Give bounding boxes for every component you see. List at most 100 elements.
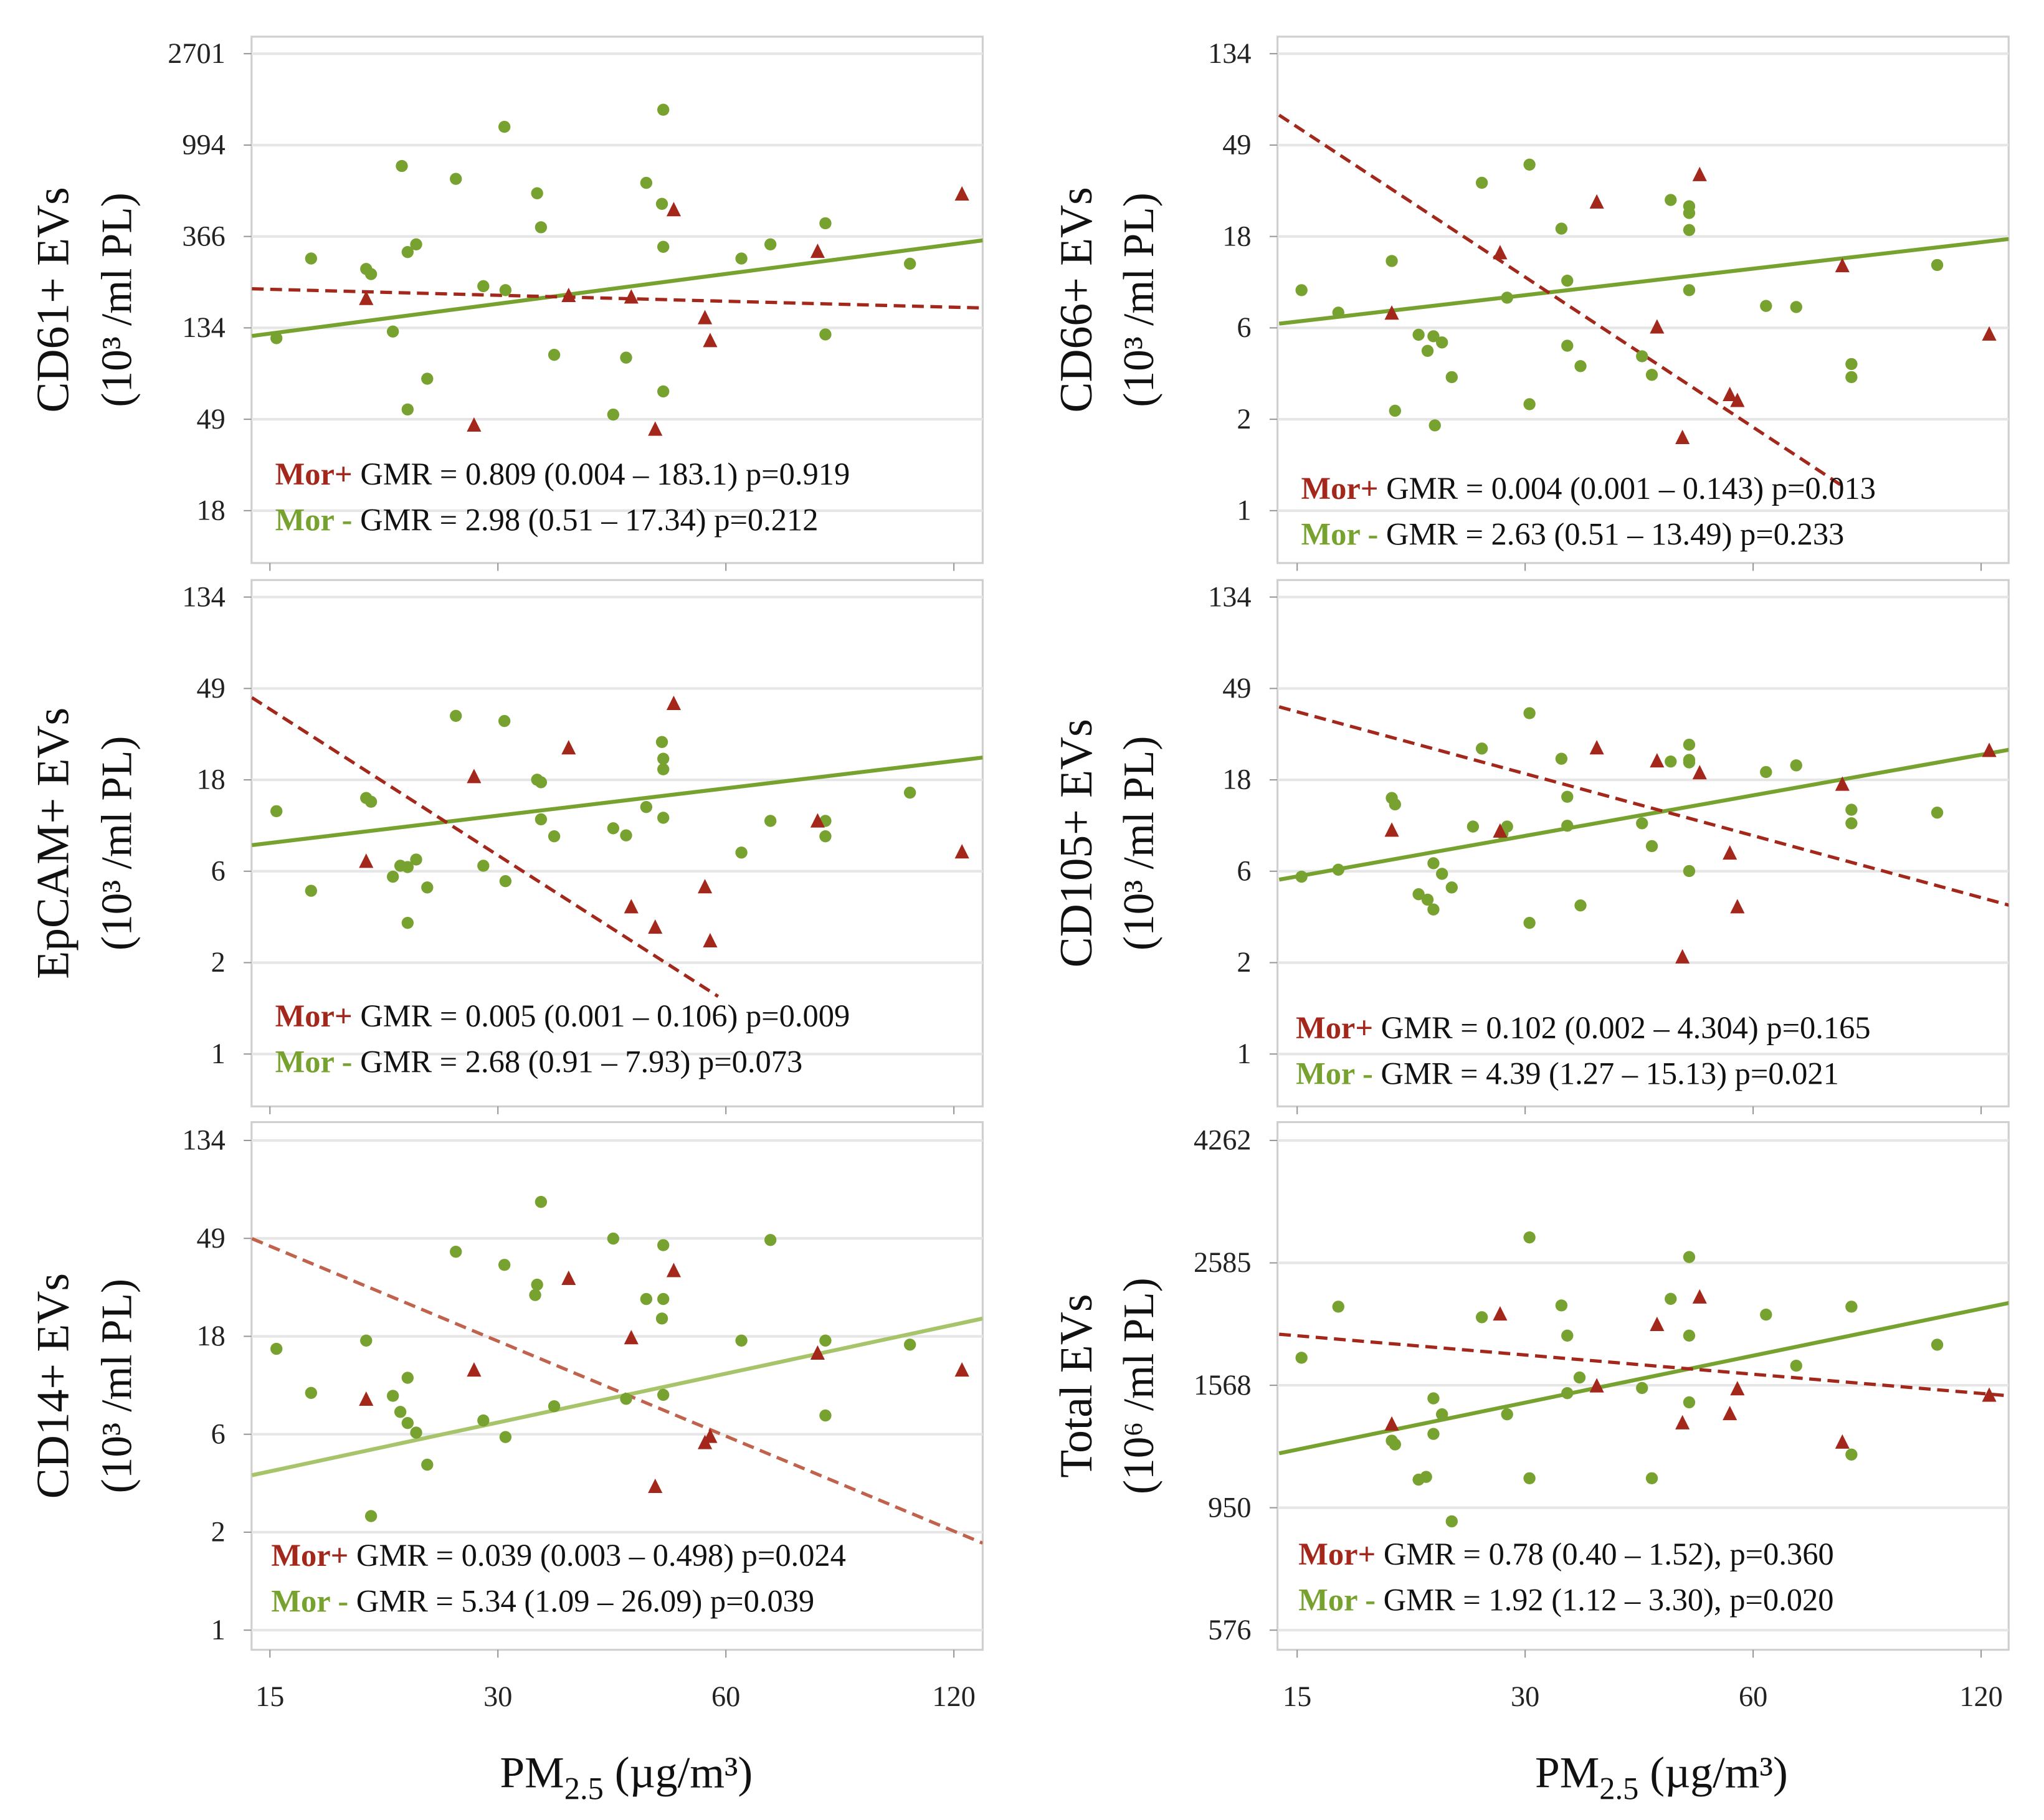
data-point-mor-neg bbox=[305, 252, 318, 265]
stats-mor-neg: GMR = 4.39 (1.27 – 15.13) p=0.021 bbox=[1381, 1056, 1838, 1091]
data-point-mor-pos bbox=[1384, 305, 1399, 320]
data-point-mor-neg bbox=[498, 714, 511, 728]
data-point-mor-pos bbox=[810, 813, 825, 828]
y-tick-label: 2 bbox=[1237, 404, 1251, 435]
data-point-mor-neg bbox=[607, 1232, 620, 1245]
data-point-mor-neg bbox=[1845, 358, 1858, 371]
x-tick-label: 120 bbox=[1959, 1681, 2002, 1713]
panel-cd14-evs: 134 49 18 6 2 1 15 30 60 120 CD14+ EVs (10³ /ml PL)… bbox=[27, 1121, 984, 1713]
y-tick-label: 2 bbox=[1237, 947, 1251, 979]
stats-mor-pos: GMR = 0.102 (0.002 – 4.304) p=0.165 bbox=[1381, 1010, 1871, 1045]
data-point-mor-neg bbox=[410, 1426, 422, 1439]
data-point-mor-neg bbox=[421, 1458, 434, 1471]
y-tick-label: 49 bbox=[196, 404, 225, 435]
data-point-mor-neg bbox=[386, 325, 399, 338]
data-point-mor-neg bbox=[657, 1292, 670, 1306]
fit-line-mor-neg bbox=[1278, 1301, 2009, 1456]
y-tick-label: 134 bbox=[1208, 38, 1251, 70]
data-point-mor-neg bbox=[655, 736, 668, 748]
data-point-mor-pos bbox=[648, 421, 663, 436]
data-point-mor-neg bbox=[819, 328, 832, 341]
plot-frame bbox=[1276, 579, 2010, 1107]
data-point-mor-neg bbox=[1475, 176, 1488, 189]
data-point-mor-pos bbox=[1493, 823, 1508, 838]
data-point-mor-pos bbox=[810, 1345, 825, 1360]
annotation-mor-neg: Mor - GMR = 4.39 (1.27 – 15.13) p=0.021 bbox=[1296, 1056, 1839, 1091]
data-point-mor-neg bbox=[305, 1386, 318, 1399]
plot-area bbox=[251, 103, 983, 436]
plot-area bbox=[251, 695, 983, 998]
annotation-mor-neg: Mor - GMR = 2.68 (0.91 – 7.93) p=0.073 bbox=[275, 1045, 803, 1079]
data-point-mor-neg bbox=[1636, 1382, 1648, 1395]
data-point-mor-neg bbox=[548, 830, 561, 843]
data-point-mor-neg bbox=[1845, 1301, 1858, 1313]
data-point-mor-neg bbox=[1683, 224, 1696, 237]
y-tick-label: 2701 bbox=[168, 38, 226, 70]
y-axis-unit: (10³ /ml PL) bbox=[93, 192, 141, 407]
data-point-mor-neg bbox=[657, 103, 670, 116]
data-point-mor-pos bbox=[359, 290, 374, 305]
x-title-main: PM bbox=[1535, 1748, 1599, 1797]
y-tick-label: 18 bbox=[1222, 764, 1251, 796]
fit-line-mor-pos bbox=[1278, 705, 2009, 907]
x-tick-label: 15 bbox=[1283, 1681, 1311, 1713]
y-tick-label: 49 bbox=[1222, 673, 1251, 704]
data-point-mor-neg bbox=[1389, 1438, 1401, 1451]
data-point-mor-pos bbox=[666, 1263, 682, 1277]
y-tick-label: 18 bbox=[1222, 220, 1251, 252]
data-point-mor-neg bbox=[620, 1393, 632, 1405]
data-point-mor-neg bbox=[499, 875, 512, 888]
data-point-mor-neg bbox=[421, 881, 434, 894]
data-point-mor-neg bbox=[1760, 1308, 1772, 1321]
y-axis-unit: (10³ /ml PL) bbox=[1115, 736, 1163, 950]
legend-label-mor-neg: Mor - bbox=[271, 1584, 348, 1619]
data-point-mor-neg bbox=[657, 1388, 670, 1401]
fit-line-mor-neg bbox=[251, 1316, 983, 1477]
data-point-mor-neg bbox=[401, 917, 414, 929]
data-point-mor-neg bbox=[401, 861, 414, 873]
data-point-mor-neg bbox=[1574, 360, 1587, 372]
data-point-mor-neg bbox=[1436, 1408, 1448, 1421]
data-point-mor-pos bbox=[561, 1270, 576, 1286]
data-point-mor-neg bbox=[1683, 738, 1696, 751]
data-point-mor-pos bbox=[1589, 740, 1604, 755]
data-point-mor-neg bbox=[1427, 857, 1440, 870]
data-point-mor-pos bbox=[1835, 258, 1850, 273]
legend-label-mor-pos: Mor+ bbox=[275, 457, 353, 491]
data-point-mor-neg bbox=[1760, 765, 1772, 779]
data-point-mor-neg bbox=[1790, 759, 1802, 772]
legend-label-mor-pos: Mor+ bbox=[1301, 471, 1378, 506]
data-point-mor-neg bbox=[1295, 1352, 1308, 1364]
y-tick-label: 134 bbox=[182, 581, 225, 613]
y-tick-label: 6 bbox=[211, 1418, 226, 1450]
data-point-mor-neg bbox=[1332, 306, 1344, 319]
data-point-mor-pos bbox=[1589, 1378, 1604, 1393]
data-point-mor-pos bbox=[648, 1478, 663, 1493]
data-point-mor-pos bbox=[703, 333, 718, 348]
data-point-mor-neg bbox=[548, 1400, 561, 1413]
stats-mor-neg: GMR = 2.68 (0.91 – 7.93) p=0.073 bbox=[360, 1045, 802, 1079]
plot-area bbox=[1278, 113, 2009, 486]
legend-label-mor-pos: Mor+ bbox=[1296, 1010, 1373, 1045]
annotation-mor-pos: Mor+ GMR = 0.005 (0.001 – 0.106) p=0.009 bbox=[275, 998, 850, 1033]
data-point-mor-pos bbox=[467, 417, 482, 432]
data-point-mor-neg bbox=[410, 853, 422, 866]
x-title-main: PM bbox=[500, 1748, 564, 1797]
data-point-mor-neg bbox=[620, 351, 632, 364]
data-point-mor-pos bbox=[1692, 765, 1707, 780]
y-axis-title: EpCAM+ EVs bbox=[27, 708, 78, 979]
y-axis-title: Total EVs bbox=[1050, 1294, 1101, 1478]
data-point-mor-neg bbox=[903, 1339, 916, 1351]
data-point-mor-neg bbox=[1645, 1472, 1658, 1485]
data-point-mor-pos bbox=[1650, 1316, 1665, 1331]
y-tick-label: 18 bbox=[196, 1320, 225, 1352]
annotation-mor-pos: Mor+ GMR = 0.039 (0.003 – 0.498) p=0.024 bbox=[271, 1538, 846, 1573]
data-point-mor-neg bbox=[1555, 1299, 1568, 1312]
data-point-mor-pos bbox=[561, 287, 576, 302]
data-point-mor-neg bbox=[1555, 752, 1568, 765]
data-point-mor-neg bbox=[1645, 369, 1658, 381]
y-tick-label: 134 bbox=[1208, 581, 1251, 613]
data-point-mor-neg bbox=[1332, 1301, 1344, 1313]
data-point-mor-neg bbox=[1427, 1428, 1440, 1440]
